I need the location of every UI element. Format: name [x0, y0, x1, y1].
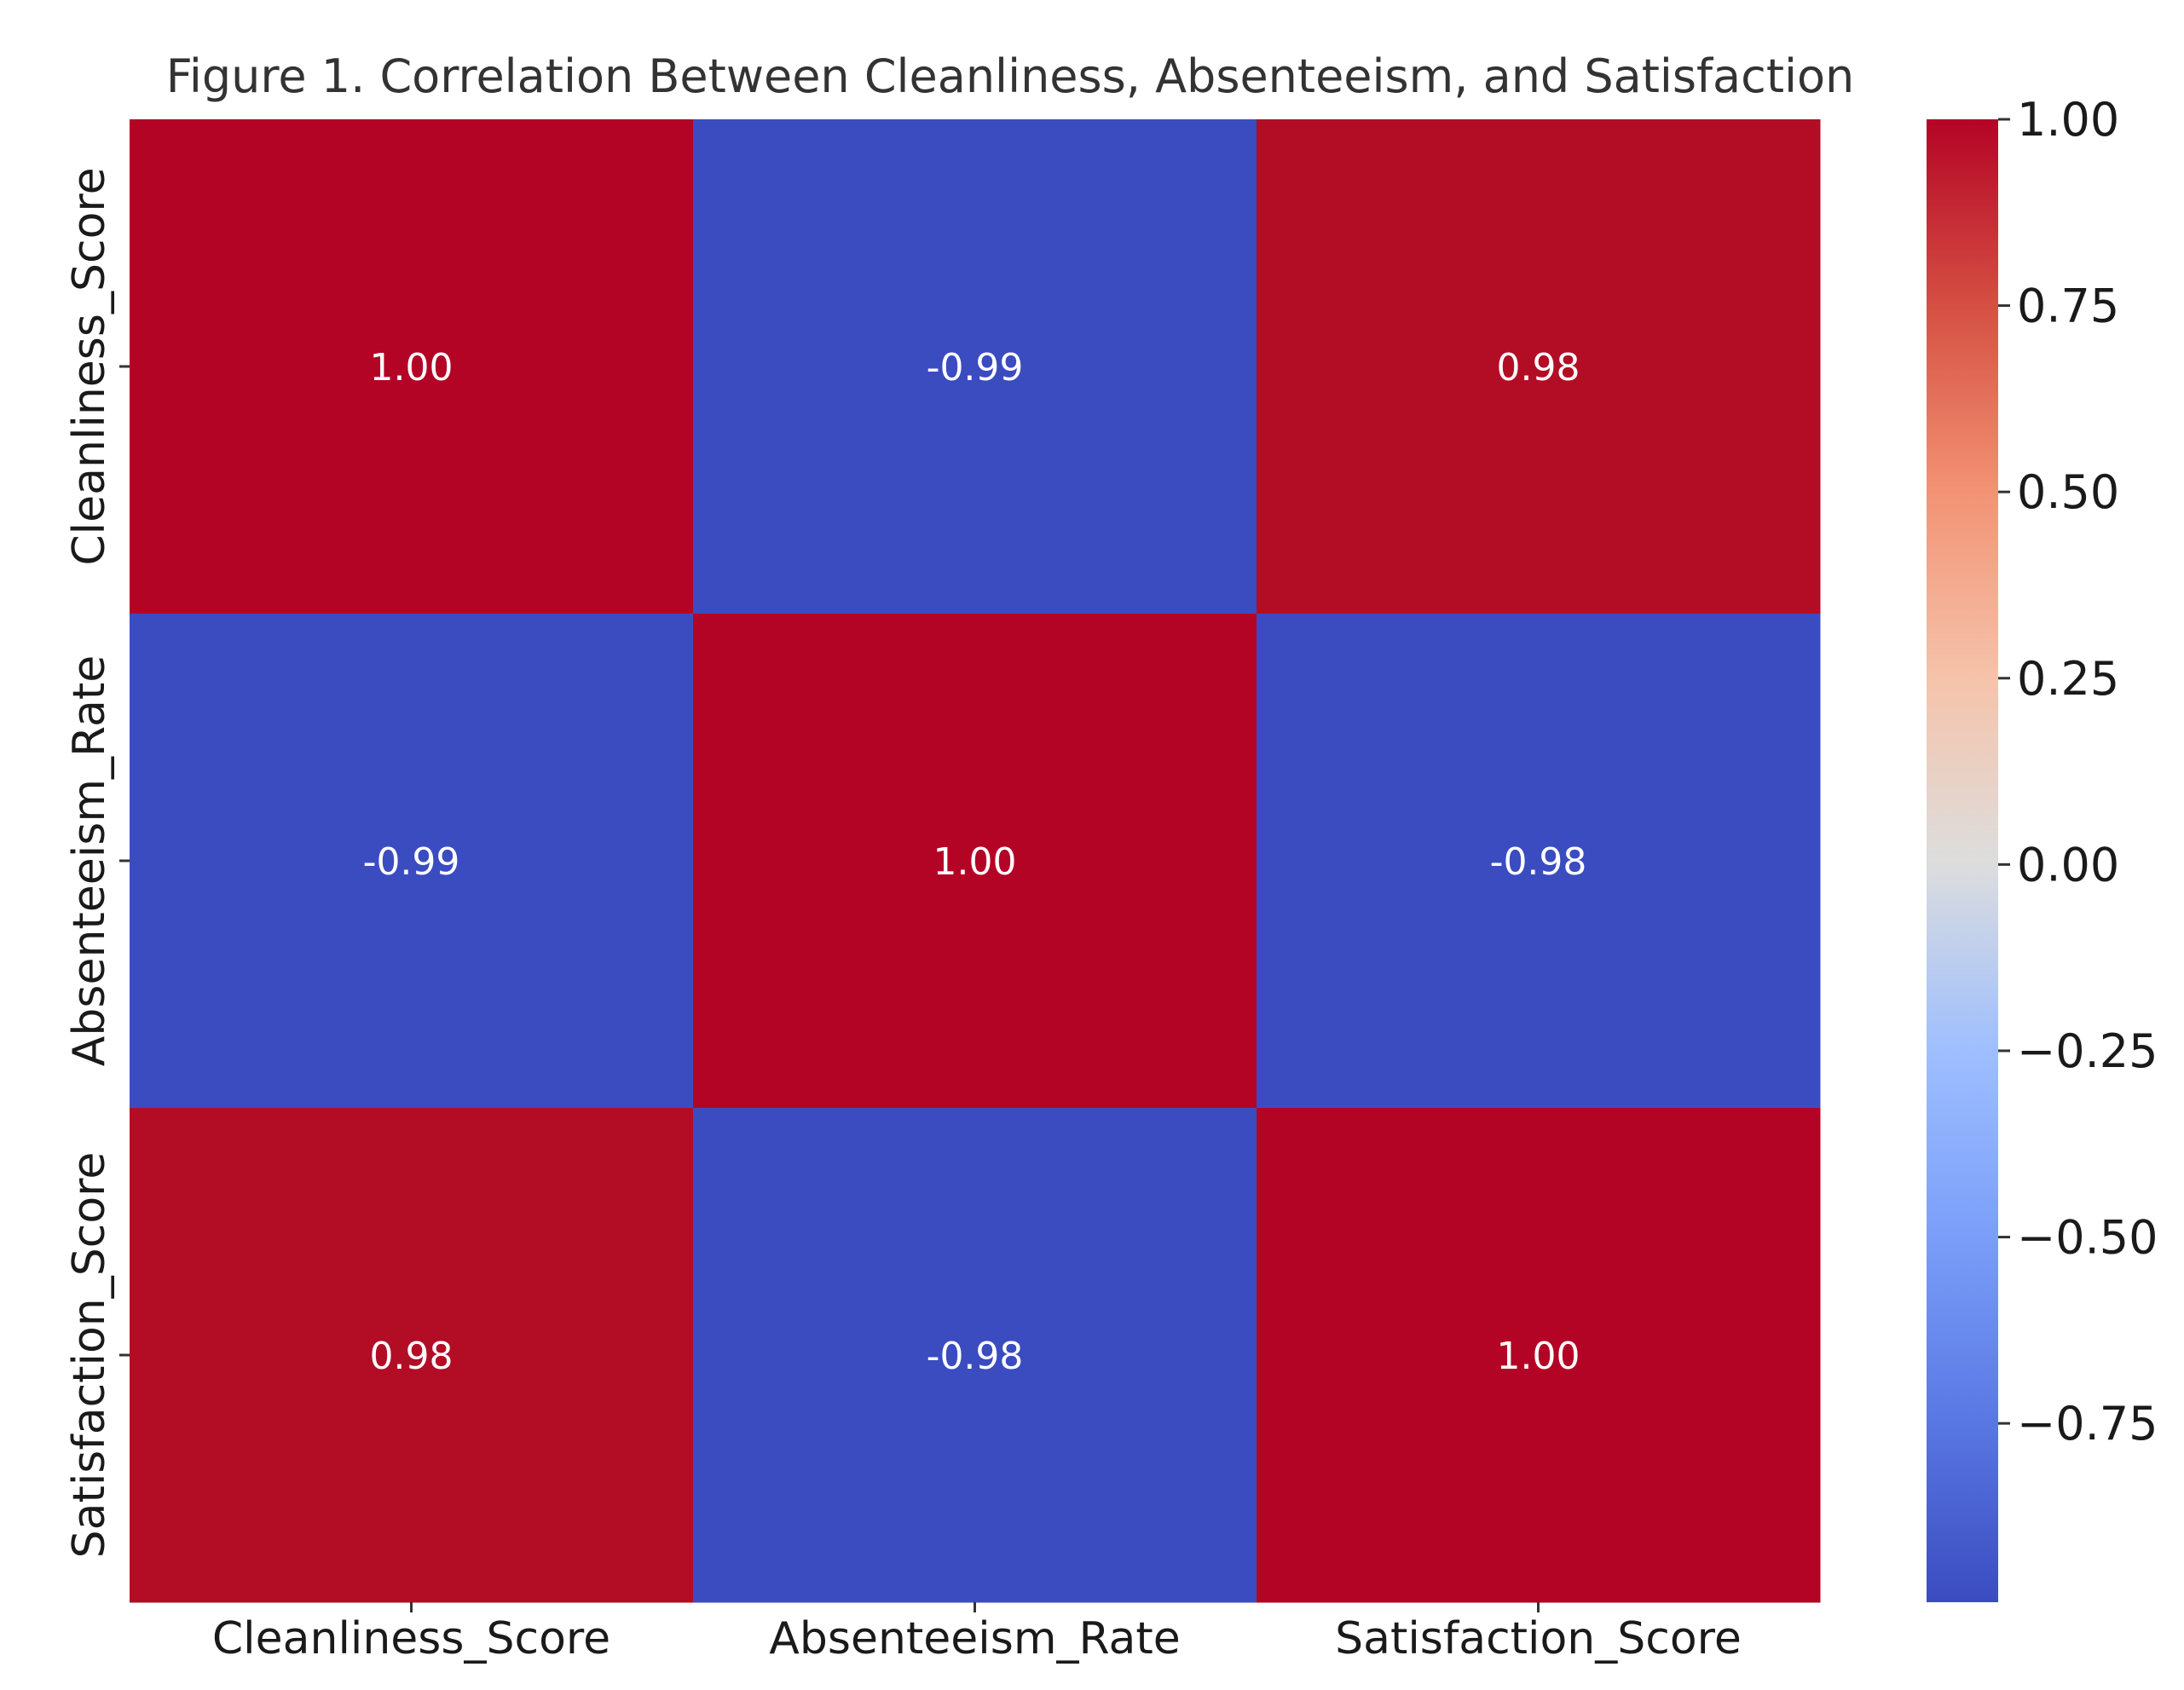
colorbar [1927, 119, 1998, 1602]
y-axis: Cleanliness_Score Absenteeism_Rate Satisfa… [64, 167, 130, 1558]
cell-value-label: 1.00 [933, 840, 1017, 884]
x-tick-label: Absenteeism_Rate [769, 1613, 1180, 1664]
cell-value-label: 0.98 [1497, 346, 1580, 389]
colorbar-axis: 1.00 0.75 0.50 0.25 0.00 −0.25 −0.50 −0.75 [1998, 93, 2158, 1451]
x-tick-label: Satisfaction_Score [1335, 1613, 1742, 1664]
heatmap-cell [693, 119, 1257, 614]
colorbar-tick-label: 0.75 [2017, 280, 2119, 333]
heatmap-cell [130, 1108, 694, 1603]
colorbar-tick-label: 0.50 [2017, 465, 2119, 519]
heatmap-cells [130, 119, 1821, 1603]
colorbar-tick-label: 1.00 [2017, 93, 2119, 147]
heatmap-cell [1257, 119, 1821, 614]
y-tick-label: Satisfaction_Score [64, 1152, 115, 1559]
heatmap-cell-labels: 1.00 -0.99 0.98 -0.99 1.00 -0.98 0.98 -0.98 1.00 [363, 346, 1587, 1378]
x-axis: Cleanliness_Score Absenteeism_Rate Satisfa… [212, 1602, 1742, 1664]
cell-value-label: 1.00 [1497, 1335, 1580, 1378]
colorbar-tick-label: 0.00 [2017, 838, 2119, 891]
heatmap-cell [130, 119, 694, 614]
colorbar-tick-label: −0.25 [2017, 1024, 2158, 1078]
colorbar-tick-label: −0.75 [2017, 1397, 2158, 1451]
y-tick-label: Cleanliness_Score [64, 167, 115, 565]
cell-value-label: 1.00 [370, 346, 454, 389]
cell-value-label: -0.99 [363, 840, 460, 884]
x-tick-label: Cleanliness_Score [212, 1613, 610, 1664]
heatmap-cell [1257, 1108, 1821, 1603]
colorbar-tick-label: 0.25 [2017, 652, 2119, 706]
cell-value-label: -0.98 [1490, 840, 1587, 884]
cell-value-label: 0.98 [370, 1335, 454, 1378]
cell-value-label: -0.99 [927, 346, 1024, 389]
heatmap-cell [693, 1108, 1257, 1603]
chart-title: Figure 1. Correlation Between Cleanlines… [166, 49, 1855, 103]
heatmap-cell [1257, 614, 1821, 1109]
heatmap-cell [130, 614, 694, 1109]
colorbar-tick-label: −0.50 [2017, 1211, 2158, 1265]
heatmap-cell [693, 614, 1257, 1109]
y-tick-label: Absenteeism_Rate [64, 655, 115, 1066]
cell-value-label: -0.98 [927, 1335, 1024, 1378]
